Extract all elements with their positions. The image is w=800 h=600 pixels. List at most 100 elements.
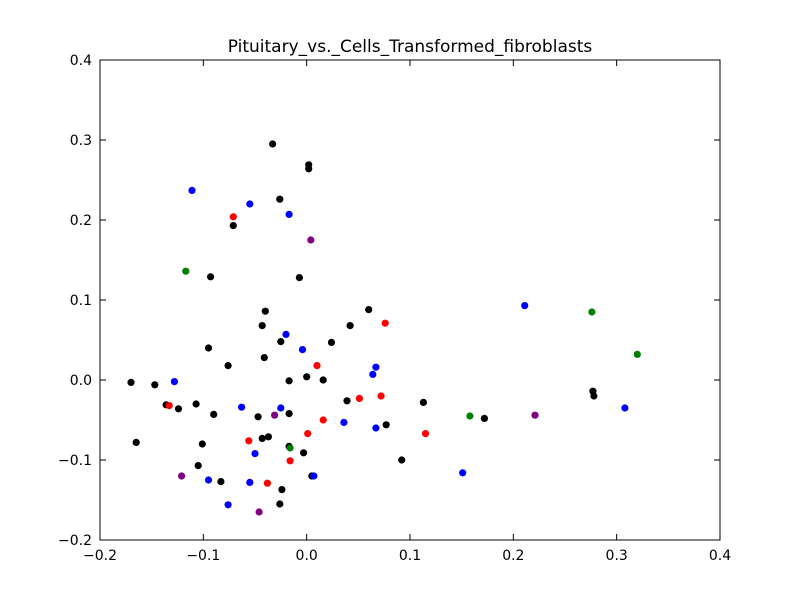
data-point [210,410,218,418]
data-point [327,338,336,346]
data-point [313,362,321,370]
y-tick-label: 0.0 [70,373,92,389]
data-point [372,424,380,432]
data-point [621,404,629,412]
data-point [224,501,232,509]
data-point [286,457,294,465]
chart-title: Pituitary_vs._Cells_Transformed_fibrobla… [228,37,593,57]
data-point [310,472,318,480]
data-point [382,421,390,429]
x-tick-label: 0.3 [606,548,628,564]
data-point [151,381,159,389]
data-point [127,378,135,386]
data-point [285,410,293,418]
data-point [192,400,200,408]
data-point [319,376,327,384]
data-point [286,444,294,452]
data-point [204,344,213,352]
points-layer [127,140,641,516]
data-point [480,414,488,422]
data-point [258,322,266,330]
x-tick-label: 0.0 [296,548,318,564]
data-point [260,354,268,362]
data-point [204,476,213,484]
data-point [188,186,196,194]
data-point [590,392,598,400]
x-tick-label: 0.2 [502,548,524,564]
data-point [521,302,529,310]
data-point [198,440,206,448]
data-point [264,433,272,441]
data-point [588,308,596,316]
y-tick-label: 0.1 [70,293,92,309]
data-point [277,404,285,412]
data-point [276,500,284,508]
data-point [381,319,389,327]
x-tick-label: 0.1 [399,548,421,564]
data-point [304,430,312,438]
y-tick-label: 0.4 [70,53,92,69]
x-tick-label: −0.2 [83,548,117,564]
data-point [263,479,271,487]
data-point [419,398,427,406]
data-point [319,416,327,424]
data-point [254,413,262,421]
data-point [174,405,183,413]
data-point [459,469,467,477]
data-point [229,222,237,230]
axes-layer: −0.2 −0.1 0.0 0.1 0.2 0.3 0.4 −0.2 −0.1 0.0 0.1 0.2… [58,53,731,564]
x-tick-label: −0.1 [186,548,220,564]
data-point [285,377,293,385]
data-point [372,363,380,371]
data-point [194,462,202,470]
data-point [369,370,377,378]
data-point [271,411,279,419]
data-point [229,213,237,221]
data-point [282,330,290,338]
data-point [531,411,539,419]
data-point [633,350,641,358]
data-point [165,402,173,410]
data-point [258,434,266,442]
data-point [217,478,225,486]
data-point [298,346,307,354]
y-tick-label: 0.3 [70,133,92,149]
data-point [466,412,474,420]
data-point [207,273,215,281]
data-point [421,430,430,438]
data-point [251,450,259,458]
data-point [182,267,190,275]
data-point [343,397,351,405]
y-tick-label: 0.2 [70,213,92,229]
data-point [285,210,293,218]
data-point [246,478,254,486]
y-tick-label: −0.1 [58,453,92,469]
data-point [245,437,253,445]
data-point [132,438,140,446]
data-point [346,322,354,330]
data-point [261,307,269,315]
data-point [365,306,373,314]
data-point [305,165,313,173]
data-point [278,486,286,494]
data-point [178,472,186,480]
data-point [300,449,308,457]
data-point [224,362,232,370]
x-tick-label: 0.4 [709,548,731,564]
data-point [277,338,285,346]
data-point [295,274,303,282]
data-point [269,140,277,148]
data-point [255,508,263,516]
data-point [276,195,284,203]
data-point [246,200,254,208]
data-point [303,373,311,381]
data-point [355,394,363,402]
data-point [377,392,385,400]
data-point [238,403,246,411]
data-point [170,378,178,386]
data-point [340,418,348,426]
data-point [307,236,315,244]
y-tick-label: −0.2 [58,533,92,549]
